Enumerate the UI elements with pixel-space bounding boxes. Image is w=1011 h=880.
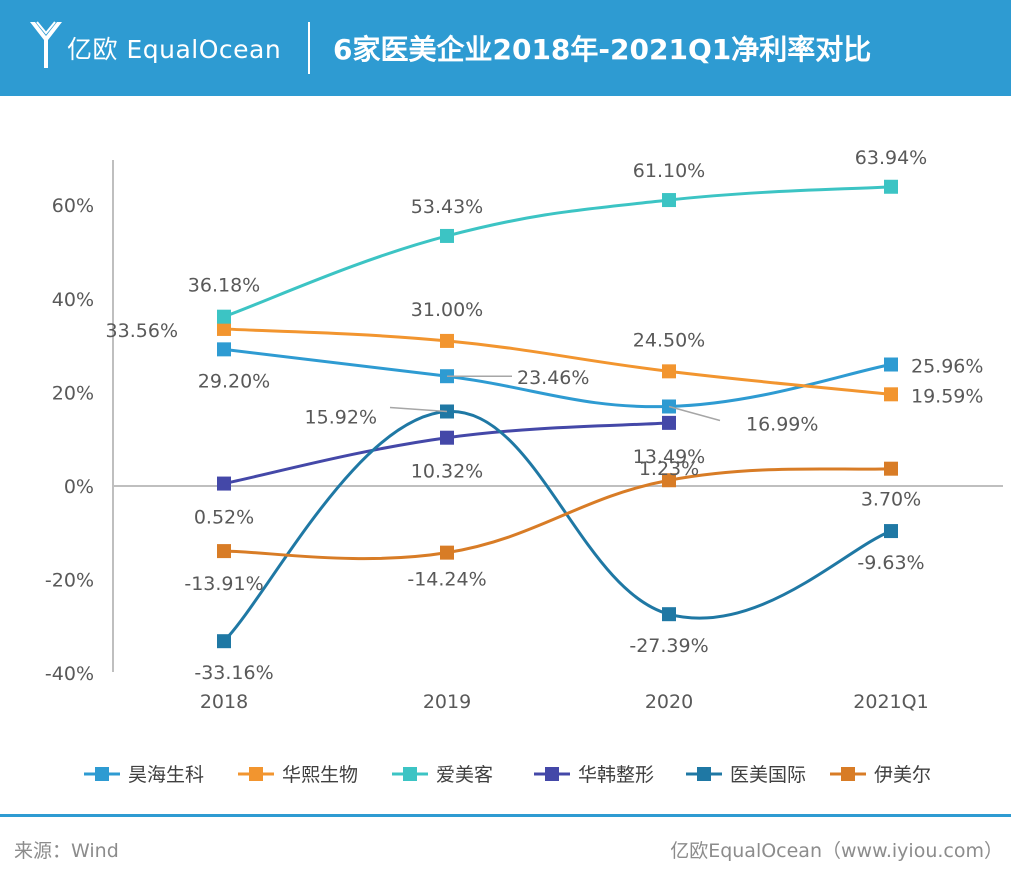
leader-line	[389, 406, 448, 413]
data-point-marker	[217, 476, 231, 491]
data-point-marker	[217, 634, 231, 649]
data-label: 53.43%	[411, 196, 483, 218]
data-label: 1.23%	[639, 458, 699, 480]
series-line	[223, 347, 892, 409]
legend-label: 伊美尔	[874, 764, 931, 786]
data-point-marker	[217, 342, 231, 357]
data-label: 10.32%	[411, 461, 483, 483]
source-note: 来源：Wind	[14, 840, 119, 862]
x-tick-label: 2019	[423, 691, 471, 713]
legend-label: 昊海生科	[128, 764, 204, 786]
x-tick-label: 2021Q1	[853, 691, 928, 713]
legend-label: 华熙生物	[282, 764, 358, 786]
series-line	[223, 185, 892, 319]
data-label: 31.00%	[411, 299, 483, 321]
data-label: 23.46%	[517, 367, 589, 389]
leader-line	[668, 405, 721, 422]
data-point-marker	[884, 387, 898, 402]
data-point-marker	[884, 357, 898, 372]
data-point-marker	[217, 309, 231, 324]
data-label: 19.59%	[911, 385, 983, 407]
data-label: 25.96%	[911, 356, 983, 378]
data-label: 36.18%	[188, 275, 260, 297]
y-tick-label: 0%	[64, 476, 94, 498]
data-label: -27.39%	[629, 635, 708, 657]
data-label: -13.91%	[184, 573, 263, 595]
data-label: 3.70%	[861, 489, 921, 511]
data-point-marker	[217, 321, 231, 336]
data-point-marker	[884, 524, 898, 539]
data-point-marker	[662, 364, 676, 379]
legend-marker	[249, 767, 263, 781]
legend-marker	[403, 767, 417, 781]
data-point-marker	[440, 430, 454, 445]
legend-marker	[697, 767, 711, 781]
legend-label: 医美国际	[730, 764, 806, 786]
data-point-marker	[217, 544, 231, 559]
y-tick-label: 40%	[52, 289, 94, 311]
data-label: -33.16%	[194, 662, 273, 684]
data-point-marker	[884, 461, 898, 476]
series-line	[223, 467, 892, 561]
legend-marker	[841, 767, 855, 781]
y-tick-label: -40%	[45, 663, 94, 685]
data-label: 29.20%	[198, 370, 270, 392]
data-point-marker	[662, 193, 676, 208]
data-point-marker	[884, 179, 898, 194]
series-line	[223, 327, 892, 396]
data-label: -9.63%	[857, 552, 924, 574]
data-label: 13.49%	[633, 446, 705, 468]
y-tick-label: -20%	[45, 570, 94, 592]
y-tick-label: 60%	[52, 195, 94, 217]
data-point-marker	[662, 473, 676, 488]
data-label: 16.99%	[746, 413, 818, 435]
legend-marker	[545, 767, 559, 781]
data-point-marker	[440, 333, 454, 348]
y-tick-label: 20%	[52, 382, 94, 404]
legend-label: 华韩整形	[578, 764, 654, 786]
series-line	[222, 409, 892, 643]
header-bar: 亿欧 EqualOcean 6家医美企业2018年-2021Q1净利率对比	[0, 0, 1011, 96]
data-label: 24.50%	[633, 329, 705, 351]
data-label: 33.56%	[106, 320, 178, 342]
header-divider	[308, 22, 310, 74]
data-point-marker	[662, 607, 676, 622]
legend-label: 爱美客	[436, 764, 493, 786]
data-point-marker	[440, 545, 454, 560]
data-point-marker	[662, 415, 676, 430]
page-title: 6家医美企业2018年-2021Q1净利率对比	[333, 33, 872, 66]
net-margin-line-chart: -40% -20% 0% 20% 40% 60% 2018 2019 2020 2021Q1 29.…	[45, 147, 1003, 786]
x-tick-label: 2020	[645, 691, 693, 713]
data-label: 0.52%	[194, 507, 254, 529]
data-label: 15.92%	[305, 406, 377, 428]
legend-marker	[95, 767, 109, 781]
x-tick-label: 2018	[200, 691, 248, 713]
data-label: -14.24%	[407, 569, 486, 591]
yiou-logo-icon	[30, 21, 62, 68]
data-label: 61.10%	[633, 160, 705, 182]
data-point-marker	[440, 228, 454, 243]
credit-note: 亿欧EqualOcean（www.iyiou.com）	[670, 840, 1003, 862]
logo-text: 亿欧 EqualOcean	[67, 35, 282, 64]
footer-divider	[0, 814, 1011, 817]
data-label: 63.94%	[855, 147, 927, 169]
